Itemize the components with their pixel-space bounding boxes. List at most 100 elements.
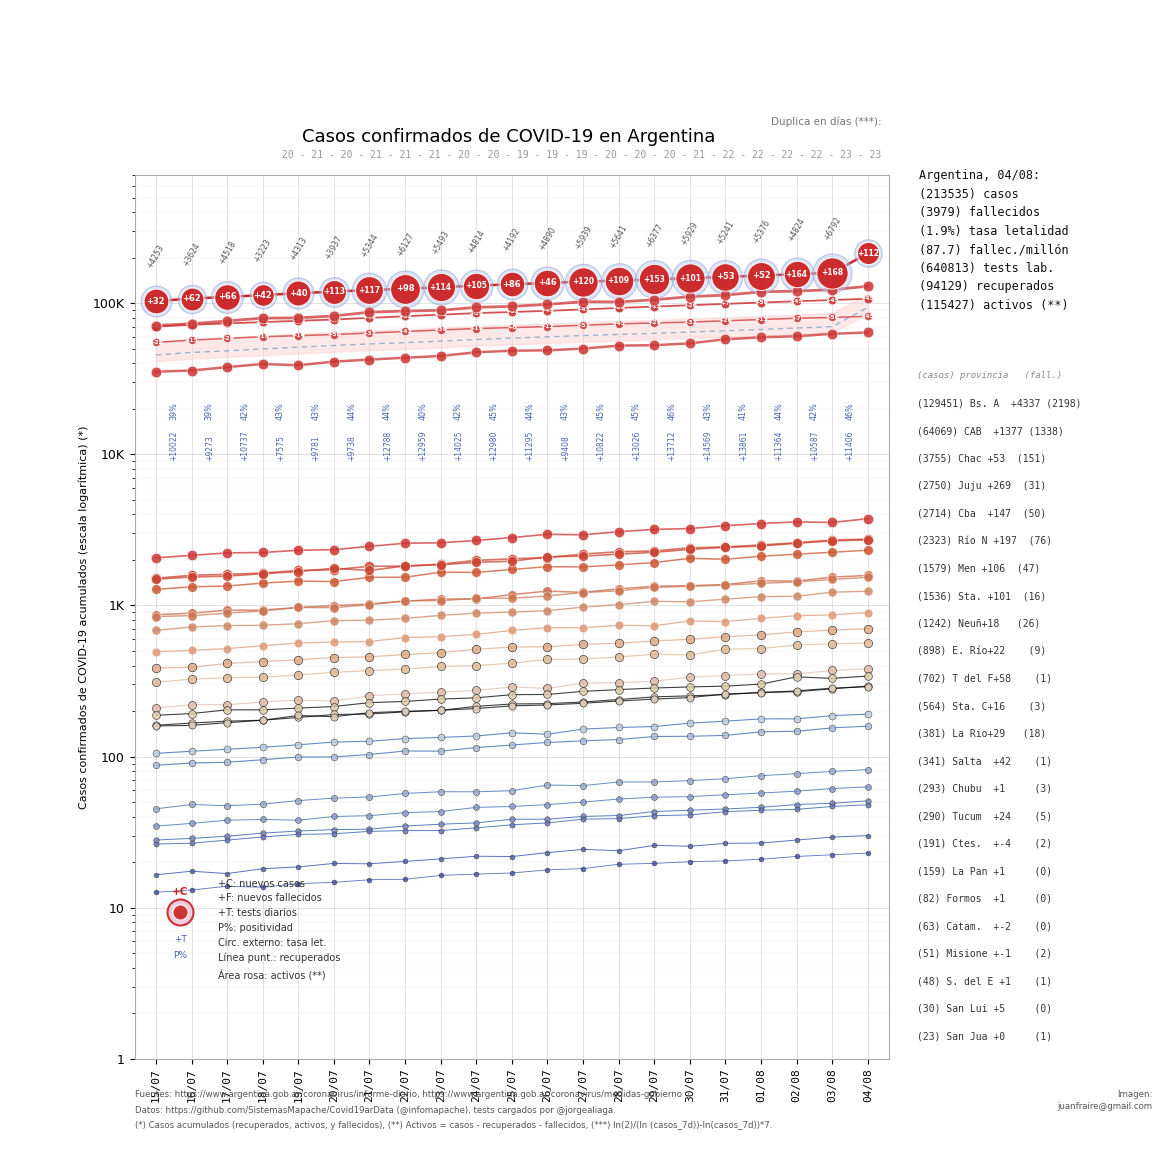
Point — [610, 730, 628, 749]
Point — [645, 290, 663, 309]
Text: +14025: +14025 — [454, 431, 463, 461]
Point — [859, 844, 878, 862]
Point — [146, 831, 165, 849]
Point — [467, 798, 486, 817]
Point — [823, 718, 841, 737]
Point — [395, 280, 414, 298]
Point — [467, 727, 486, 745]
Text: +45: +45 — [861, 314, 875, 318]
Text: 40%: 40% — [419, 401, 427, 420]
Text: +12: +12 — [541, 324, 555, 329]
Text: +32: +32 — [146, 297, 165, 305]
Point — [254, 564, 273, 583]
Point — [823, 605, 841, 624]
Point — [467, 681, 486, 700]
Point — [146, 607, 165, 626]
Text: +10822: +10822 — [597, 431, 605, 461]
Text: +45: +45 — [541, 309, 555, 314]
Point — [218, 827, 236, 846]
Point — [254, 810, 273, 828]
Point — [254, 794, 273, 813]
Text: +15: +15 — [185, 338, 199, 343]
Text: +8: +8 — [507, 325, 517, 330]
Point — [823, 263, 841, 282]
Point — [681, 333, 700, 352]
Point — [289, 356, 308, 374]
Point — [859, 509, 878, 528]
Point — [823, 794, 841, 813]
Point — [716, 590, 735, 608]
Point — [573, 810, 592, 828]
Point — [538, 581, 557, 600]
Point — [146, 744, 165, 763]
Point — [395, 307, 414, 325]
Point — [751, 537, 770, 556]
Text: +45: +45 — [861, 296, 875, 302]
Point — [183, 289, 201, 308]
Text: +42: +42 — [254, 290, 273, 300]
Point — [681, 269, 700, 288]
Point — [610, 806, 628, 825]
Text: +5939: +5939 — [572, 223, 593, 250]
Point — [610, 336, 628, 355]
Text: +164: +164 — [785, 269, 807, 278]
Point — [183, 618, 201, 636]
Point — [324, 597, 343, 615]
Point — [859, 704, 878, 723]
Point — [254, 652, 273, 670]
Point — [610, 315, 628, 333]
Point — [254, 285, 273, 304]
Point — [503, 863, 522, 882]
Point — [360, 745, 379, 764]
Point — [610, 647, 628, 666]
Point — [467, 688, 486, 707]
Point — [751, 683, 770, 702]
Point — [538, 844, 557, 862]
Point — [254, 860, 273, 879]
Point — [467, 551, 486, 570]
Point — [218, 797, 236, 815]
Point — [218, 753, 236, 772]
Text: +42: +42 — [434, 312, 448, 317]
Point — [289, 666, 308, 684]
Text: 46%: 46% — [846, 401, 854, 420]
Point — [573, 583, 592, 601]
Text: (casos) provincia   (fall.): (casos) provincia (fall.) — [917, 371, 1062, 380]
Point — [146, 580, 165, 599]
Text: (381) La Rio+29   (18): (381) La Rio+29 (18) — [917, 729, 1046, 738]
Point — [146, 817, 165, 835]
Point — [716, 295, 735, 314]
Text: +66: +66 — [218, 292, 236, 302]
Text: 43%: 43% — [560, 401, 570, 420]
Point — [324, 708, 343, 727]
Point — [823, 567, 841, 586]
Point — [823, 570, 841, 589]
Text: +9408: +9408 — [560, 435, 570, 461]
Point — [467, 319, 486, 338]
Point — [751, 310, 770, 329]
Point — [183, 742, 201, 760]
Point — [751, 571, 770, 590]
Text: (290) Tucum  +24    (5): (290) Tucum +24 (5) — [917, 811, 1052, 821]
Point — [645, 679, 663, 697]
Point — [254, 827, 273, 846]
Point — [467, 813, 486, 832]
Point — [503, 736, 522, 755]
Point — [823, 290, 841, 309]
Point — [395, 684, 414, 703]
Point — [716, 803, 735, 821]
Point — [218, 811, 236, 830]
Point — [823, 707, 841, 725]
Point — [254, 701, 273, 720]
Point — [716, 268, 735, 287]
Point — [324, 559, 343, 578]
Text: (159) La Pan +1     (0): (159) La Pan +1 (0) — [917, 866, 1052, 876]
Point — [324, 633, 343, 652]
Text: +26: +26 — [612, 305, 626, 310]
Point — [787, 722, 806, 741]
Text: +168: +168 — [821, 268, 844, 277]
Point — [395, 645, 414, 663]
Point — [751, 784, 770, 803]
Text: +28: +28 — [220, 336, 234, 340]
Point — [681, 629, 700, 648]
